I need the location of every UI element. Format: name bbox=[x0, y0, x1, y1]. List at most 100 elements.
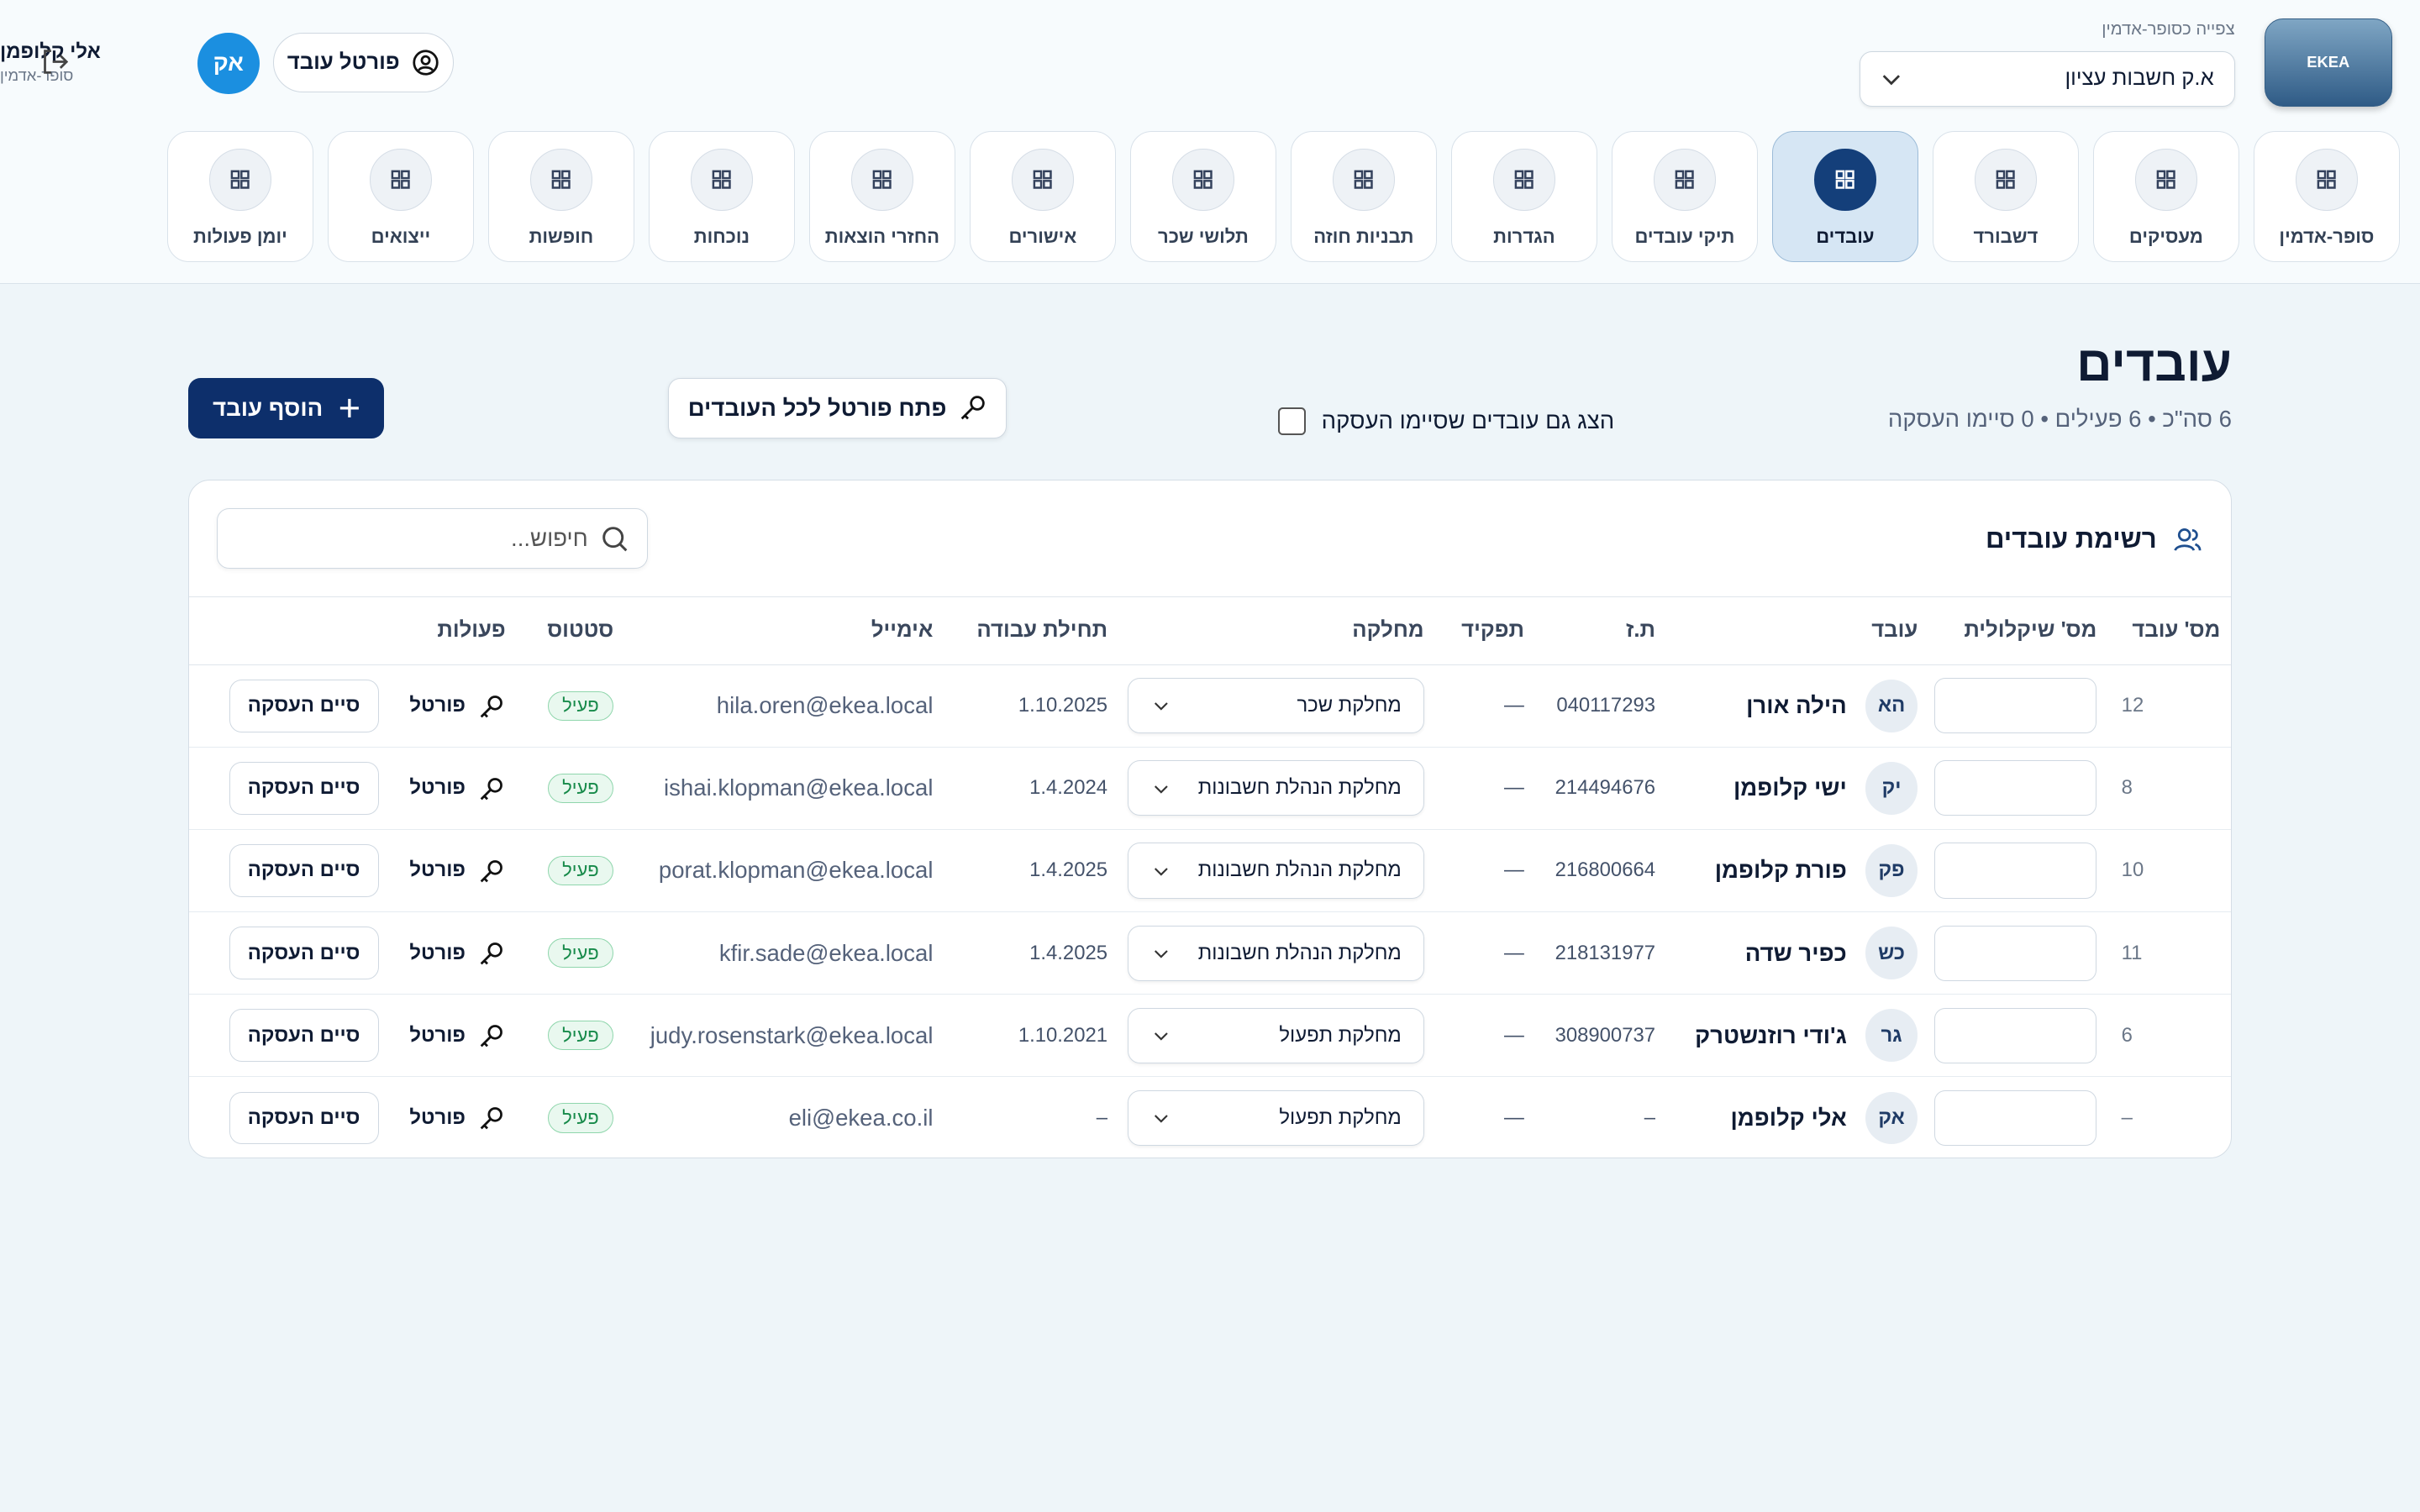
nav-item[interactable]: תיקי עובדים bbox=[1611, 131, 1759, 263]
nav-item[interactable]: חופשות bbox=[487, 131, 635, 263]
start-date: 1.4.2025 bbox=[945, 911, 1120, 995]
nav-label: נוכחות bbox=[693, 226, 750, 248]
terminate-button[interactable]: סיים העסקה bbox=[229, 844, 379, 897]
department-select[interactable]: מחלקת תפעול bbox=[1127, 1089, 1424, 1147]
payroll-cell bbox=[1930, 1077, 2109, 1158]
employee-id: 10 bbox=[2108, 829, 2231, 913]
payroll-input[interactable] bbox=[1934, 1089, 2097, 1147]
nav-item[interactable]: דשבורד bbox=[1932, 131, 2080, 263]
nav-item[interactable]: אישורים bbox=[969, 131, 1117, 263]
column-header: תפקיד bbox=[1436, 596, 1537, 665]
terminate-button[interactable]: סיים העסקה bbox=[229, 1091, 379, 1145]
portal-link[interactable]: פורטל bbox=[409, 857, 505, 885]
employee-row[interactable]: 11 כש כפיר שדה 218131977— מחלקת הנהלת חשבונו… bbox=[189, 911, 2231, 995]
logout-button[interactable] bbox=[40, 48, 68, 76]
employee-portal-button[interactable]: פורטל עובד bbox=[273, 32, 454, 93]
portal-link[interactable]: פורטל bbox=[409, 692, 505, 720]
payroll-input[interactable] bbox=[1934, 925, 2097, 981]
status-cell: פעיל bbox=[518, 747, 626, 830]
id-number: 308900737 bbox=[1536, 994, 1668, 1078]
icon bbox=[872, 171, 892, 190]
payroll-cell bbox=[1929, 994, 2109, 1078]
icon bbox=[480, 1025, 502, 1047]
nav-item[interactable]: תלושי שכר bbox=[1129, 131, 1277, 263]
user-icon bbox=[413, 50, 439, 76]
employee-row[interactable]: 12 הא הילה אורן 040117293— מחלקת שכר 1.10.202… bbox=[189, 664, 2231, 748]
nav-item[interactable]: יומן פעולות bbox=[166, 131, 314, 263]
search-input[interactable]: חיפוש... bbox=[217, 508, 648, 569]
payroll-cell bbox=[1929, 829, 2109, 913]
portal-link[interactable]: פורטל bbox=[409, 1104, 505, 1131]
page-title: עובדים bbox=[2076, 337, 2232, 392]
key-icon bbox=[960, 396, 985, 420]
department-cell: מחלקת תפעול bbox=[1119, 994, 1437, 1078]
icon bbox=[1514, 171, 1534, 190]
payroll-input[interactable] bbox=[1934, 843, 2097, 899]
start-date: – bbox=[1096, 1105, 1108, 1129]
terminate-button[interactable]: סיים העסקה bbox=[229, 680, 379, 732]
column-header: סטטוס bbox=[518, 596, 626, 665]
nav-icon bbox=[1172, 149, 1234, 211]
employee-row[interactable]: – אק אלי קלופמן – — מחלקת תפעול – eli@ekea.co.i… bbox=[189, 1077, 2231, 1158]
terminate-button[interactable]: סיים העסקה bbox=[229, 1009, 379, 1062]
nav-label: ייצואים bbox=[371, 226, 431, 248]
nav-item[interactable]: מעסיקים bbox=[2092, 131, 2240, 263]
nav-icon bbox=[370, 149, 432, 211]
department-select[interactable]: מחלקת הנהלת חשבונות bbox=[1127, 843, 1424, 899]
nav-item[interactable]: הגדרות bbox=[1450, 131, 1598, 263]
terminate-button[interactable]: סיים העסקה bbox=[229, 762, 379, 815]
user-avatar[interactable]: אק bbox=[197, 32, 260, 95]
nav-label: עובדים bbox=[1816, 226, 1875, 248]
employee-id: 6 bbox=[2108, 994, 2231, 1078]
icon bbox=[230, 171, 250, 190]
nav-item[interactable]: נוכחות bbox=[648, 131, 796, 263]
actions: פורטל סיים העסקה bbox=[202, 680, 506, 732]
logo[interactable]: EKEA bbox=[2264, 18, 2392, 107]
department-cell: מחלקת שכר bbox=[1119, 664, 1437, 748]
show-terminated[interactable]: הצג גם עובדים שסיימו העסקה bbox=[1278, 407, 1614, 435]
role: — bbox=[1436, 664, 1537, 748]
employee-id: 11 bbox=[2108, 911, 2231, 995]
company-select[interactable]: א.ק חשבות עציון bbox=[1860, 50, 2235, 107]
top-bar: EKEA צפייה כסופר-אדמין א.ק חשבות עציון פ… bbox=[0, 0, 2420, 284]
icon bbox=[1996, 171, 2015, 190]
portal-link[interactable]: פורטל bbox=[409, 939, 505, 967]
add-employee[interactable]: הוסף עובד bbox=[188, 377, 385, 438]
checkbox[interactable] bbox=[1278, 407, 1307, 435]
department-select[interactable]: מחלקת שכר bbox=[1127, 678, 1424, 734]
department-select[interactable]: מחלקת הנהלת חשבונות bbox=[1127, 925, 1424, 981]
department-select[interactable]: מחלקת הנהלת חשבונות bbox=[1127, 760, 1424, 816]
payroll-input[interactable] bbox=[1934, 1007, 2097, 1063]
employee-cell: הא הילה אורן bbox=[1667, 664, 1930, 748]
employee-row[interactable]: 8 יק ישי קלופמן 214494676— מחלקת הנהלת חשבונ… bbox=[189, 747, 2231, 830]
employees-table: מס' עובד מס' שיקלולית עובד ת.ז תפקיד מחלקה תחי… bbox=[189, 596, 2231, 1158]
status-badge: פעיל bbox=[547, 1020, 614, 1051]
nav-bar: סופר-אדמין מעסיקים דשבורד עובדים תיקי עובדים… bbox=[166, 131, 2401, 263]
employee-name: ישי קלופמן bbox=[1733, 774, 1847, 801]
nav-label: תיקי עובדים bbox=[1634, 226, 1735, 248]
open-portal-all[interactable]: פתח פורטל לכל העובדים bbox=[668, 377, 1007, 438]
department-select[interactable]: מחלקת תפעול bbox=[1127, 1007, 1424, 1063]
payroll-input[interactable] bbox=[1934, 760, 2097, 816]
column-header: ת.ז bbox=[1536, 596, 1668, 665]
card-title-text: רשימת עובדים bbox=[1985, 524, 2157, 554]
id-number: 214494676 bbox=[1536, 747, 1668, 830]
terminate-button[interactable]: סיים העסקה bbox=[229, 927, 379, 979]
payroll-input[interactable] bbox=[1934, 678, 2097, 734]
employee-row[interactable]: 10 פק פורת קלופמן 216800664— מחלקת הנהלת חשב… bbox=[189, 829, 2231, 913]
nav-item[interactable]: ייצואים bbox=[327, 131, 475, 263]
nav-item[interactable]: החזרי הוצאות bbox=[808, 131, 956, 263]
employee-row[interactable]: 6 גר ג'ודי רוזנשטרק 308900737— מחלקת תפעול 1.… bbox=[189, 994, 2231, 1078]
portal-link[interactable]: פורטל bbox=[409, 1021, 505, 1049]
nav-item[interactable]: תבניות חוזה bbox=[1290, 131, 1438, 263]
nav-item[interactable]: סופר-אדמין bbox=[2253, 131, 2401, 263]
table-body: 12 הא הילה אורן 040117293— מחלקת שכר 1.10.202… bbox=[189, 664, 2231, 1158]
email: eli@ekea.co.il bbox=[788, 1104, 934, 1131]
icon bbox=[2317, 171, 2336, 190]
actions-cell: פורטל סיים העסקה bbox=[189, 1077, 518, 1158]
nav-icon bbox=[2135, 149, 2197, 211]
portal-link[interactable]: פורטל bbox=[409, 774, 505, 802]
nav-item[interactable]: עובדים bbox=[1771, 131, 1919, 263]
employee: אק אלי קלופמן bbox=[1680, 1091, 1918, 1145]
